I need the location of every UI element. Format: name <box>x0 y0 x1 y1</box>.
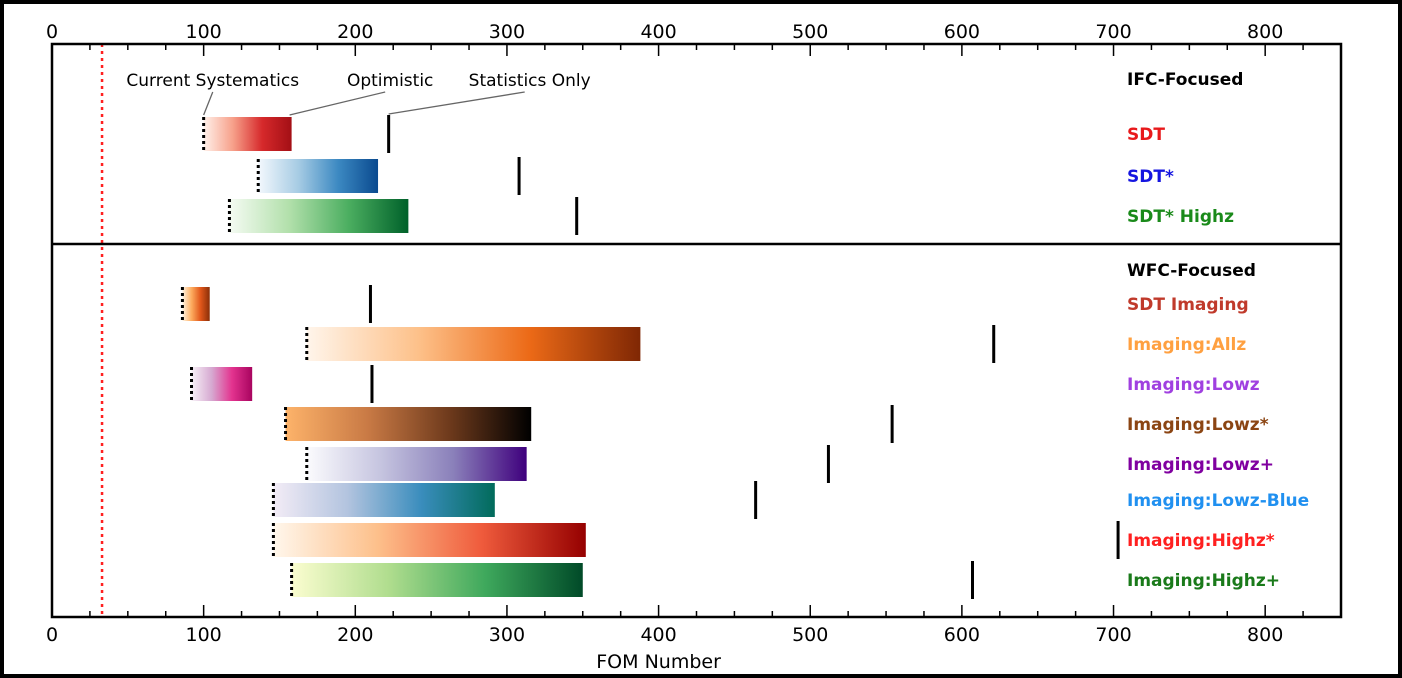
optimistic-bar <box>306 327 641 361</box>
top-tick-label: 800 <box>1247 21 1283 43</box>
optimistic-bar <box>273 483 495 517</box>
bottom-tick-label: 600 <box>944 624 980 646</box>
optimistic-bar <box>203 117 292 151</box>
annotation-label: Optimistic <box>347 71 433 91</box>
annotation-label: Current Systematics <box>126 71 299 91</box>
plot-frame <box>50 42 1343 619</box>
optimistic-bar <box>191 367 253 401</box>
row-label: Imaging:Lowz* <box>1127 415 1269 435</box>
annotation-label: Statistics Only <box>469 71 591 91</box>
top-tick-label: 400 <box>640 21 676 43</box>
top-tick-label: 100 <box>186 21 222 43</box>
annotation-leader <box>388 91 525 115</box>
top-tick-label: 300 <box>489 21 525 43</box>
annotation-layer: Current Systematics Optimistic Statistics … <box>126 71 591 116</box>
top-tick-label: 600 <box>944 21 980 43</box>
bottom-tick-label: 500 <box>792 624 828 646</box>
bottom-tick-label: 400 <box>640 624 676 646</box>
annotation-leader <box>289 91 386 116</box>
top-tick-label: 500 <box>792 21 828 43</box>
row-label: SDT <box>1127 125 1165 145</box>
x-axis-title: FOM Number <box>596 651 721 673</box>
annotation-leader <box>203 91 214 116</box>
optimistic-bar <box>258 159 379 193</box>
bottom-tick-label: 700 <box>1095 624 1131 646</box>
bottom-tick-label: 300 <box>489 624 525 646</box>
panel-title: IFC-Focused <box>1127 70 1243 90</box>
row-label: SDT* Highz <box>1127 207 1234 227</box>
bottom-tick-label: 100 <box>186 624 222 646</box>
canvas <box>4 4 1398 674</box>
optimistic-bar <box>273 523 586 557</box>
optimistic-bar <box>285 407 532 441</box>
optimistic-bar <box>229 199 409 233</box>
labels-layer: IFC-Focused SDT SDT* SDT* Highz WFC-Focused S… <box>1127 70 1309 591</box>
bottom-tick-label: 800 <box>1247 624 1283 646</box>
bottom-tick-label: 0 <box>46 624 58 646</box>
row-label: Imaging:Allz <box>1127 335 1246 355</box>
tick-layer: 0 0 100 100 200 200 300 300 400 400 500 500 600 600 70… <box>46 21 1342 646</box>
row-label: Imaging:Highz+ <box>1127 571 1280 591</box>
row-label: Imaging:Lowz-Blue <box>1127 491 1309 511</box>
row-label: Imaging:Highz* <box>1127 531 1275 551</box>
row-label: SDT* <box>1127 167 1174 187</box>
optimistic-bar <box>291 563 583 597</box>
top-tick-label: 700 <box>1095 21 1131 43</box>
panel-title: WFC-Focused <box>1127 261 1256 281</box>
bars-layer <box>180 115 1120 599</box>
row-label: Imaging:Lowz <box>1127 375 1260 395</box>
top-tick-label: 0 <box>46 21 58 43</box>
bottom-tick-label: 200 <box>337 624 373 646</box>
top-tick-label: 200 <box>337 21 373 43</box>
row-label: SDT Imaging <box>1127 295 1249 315</box>
optimistic-bar <box>306 447 527 481</box>
optimistic-bar <box>182 287 210 321</box>
row-label: Imaging:Lowz+ <box>1127 455 1274 475</box>
